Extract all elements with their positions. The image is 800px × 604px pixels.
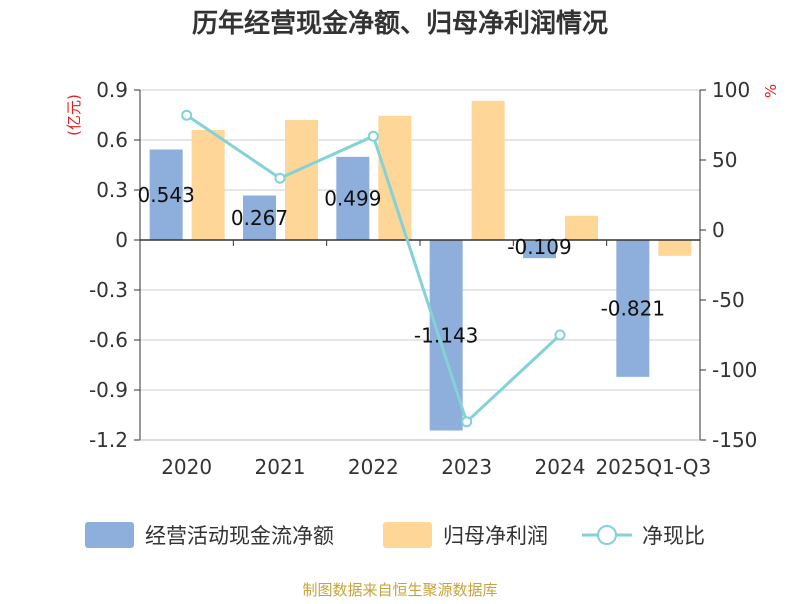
y-right-tick-label: -100 [712, 358, 757, 382]
x-tick-label: 2023 [441, 455, 492, 479]
x-tick-label: 2021 [255, 455, 306, 479]
bar-net-profit [378, 115, 412, 240]
y-axis-left: 0.9 0.6 0.3 0 -0.3 -0.6 -0.9 -1.2 [89, 78, 140, 452]
legend-label-ratio: 净现比 [642, 524, 705, 548]
y-right-tick-label: -50 [712, 288, 745, 312]
y-left-tick-label: 0.6 [96, 128, 128, 152]
y-left-tick-label: -0.9 [89, 378, 128, 402]
data-label-cash-flow: -1.143 [414, 323, 478, 347]
y-axis-right: 100 50 0 -50 -100 -150 [700, 78, 757, 452]
bar-cash-flow [616, 240, 650, 377]
bar-cash-flow [336, 156, 370, 240]
bar-net-profit [285, 120, 318, 240]
y-left-unit: (亿元) [65, 94, 83, 136]
x-axis: 2020 2021 2022 2023 2024 2025Q1-Q3 [161, 455, 711, 479]
legend-marker-ratio [597, 525, 617, 545]
source-note: 制图数据来自恒生聚源数据库 [302, 581, 497, 599]
y-left-tick-label: -0.6 [89, 328, 128, 352]
line-series [181, 109, 566, 428]
data-label-cash-flow: -0.821 [601, 296, 665, 320]
x-tick-label: 2024 [535, 455, 586, 479]
data-label-cash-flow: 0.267 [231, 206, 288, 230]
point-net-cash-ratio [367, 130, 379, 142]
point-net-cash-ratio [274, 172, 286, 184]
point-net-cash-ratio [181, 109, 193, 121]
y-right-tick-label: 0 [712, 218, 725, 242]
x-tick-label: 2020 [161, 455, 212, 479]
bar-cash-flow [149, 149, 183, 240]
axis-lines [139, 90, 701, 441]
y-right-tick-label: -150 [712, 428, 757, 452]
y-left-tick-label: 0 [115, 228, 128, 252]
y-left-tick-label: 0.3 [96, 178, 128, 202]
y-left-tick-label: 0.9 [96, 78, 128, 102]
y-right-tick-label: 50 [712, 148, 737, 172]
data-labels: 0.543 0.267 0.499 -1.143 -0.109 -0.821 [138, 183, 666, 348]
bar-net-profit [471, 100, 505, 240]
bar-cash-flow [523, 240, 556, 259]
bar-net-profit [565, 215, 598, 240]
legend: 经营活动现金流净额 归母净利润 净现比 [85, 522, 705, 548]
x-tick-label: 2022 [348, 455, 399, 479]
legend-swatch-cash-flow [85, 522, 134, 548]
y-left-tick-label: -1.2 [89, 428, 128, 452]
legend-swatch-net-profit [383, 522, 432, 548]
bar-net-profit [191, 130, 225, 240]
legend-label-net-profit: 归母净利润 [443, 524, 548, 548]
bar-cash-flow [243, 195, 276, 240]
bar-cash-flow [429, 240, 463, 431]
data-label-cash-flow: 0.543 [138, 183, 195, 207]
y-right-tick-label: 100 [712, 78, 750, 102]
legend-label-cash-flow: 经营活动现金流净额 [145, 524, 334, 548]
y-left-tick-label: -0.3 [89, 278, 128, 302]
data-label-cash-flow: -0.109 [507, 235, 571, 259]
data-label-cash-flow: 0.499 [324, 186, 381, 210]
point-net-cash-ratio [461, 416, 473, 428]
bar-series [149, 100, 692, 431]
bar-net-profit [658, 240, 692, 256]
point-net-cash-ratio [554, 329, 566, 341]
chart-title: 历年经营现金净额、归母净利润情况 [192, 8, 608, 39]
y-right-unit: % [762, 84, 780, 98]
x-tick-label: 2025Q1-Q3 [595, 455, 711, 479]
